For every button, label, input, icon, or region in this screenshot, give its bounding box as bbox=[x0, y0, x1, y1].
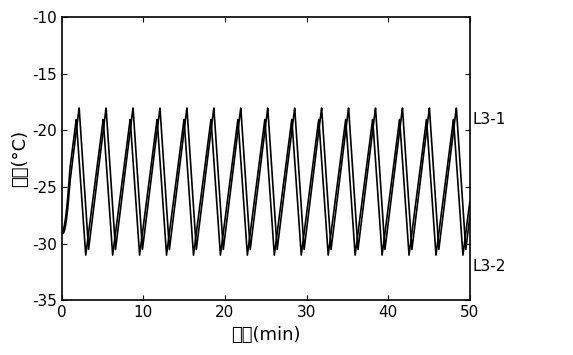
X-axis label: 时间(min): 时间(min) bbox=[231, 326, 300, 344]
Text: L3-1: L3-1 bbox=[472, 111, 506, 127]
Y-axis label: 温度(°C): 温度(°C) bbox=[11, 130, 29, 187]
Text: L3-2: L3-2 bbox=[472, 259, 506, 274]
